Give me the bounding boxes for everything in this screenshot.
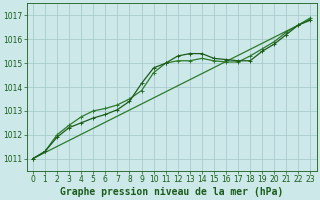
X-axis label: Graphe pression niveau de la mer (hPa): Graphe pression niveau de la mer (hPa) [60, 186, 283, 197]
